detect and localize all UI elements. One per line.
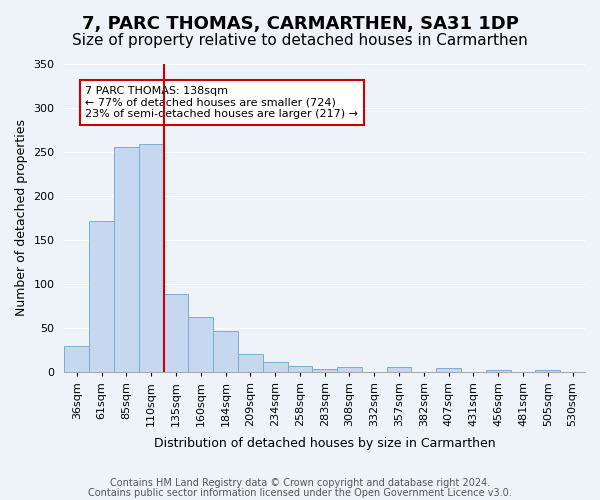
Bar xyxy=(139,144,164,372)
Bar xyxy=(535,370,560,372)
Text: Contains public sector information licensed under the Open Government Licence v3: Contains public sector information licen… xyxy=(88,488,512,498)
Bar xyxy=(263,362,287,372)
Bar xyxy=(213,332,238,372)
Bar xyxy=(64,346,89,372)
Bar xyxy=(238,354,263,372)
Text: 7, PARC THOMAS, CARMARTHEN, SA31 1DP: 7, PARC THOMAS, CARMARTHEN, SA31 1DP xyxy=(82,15,518,33)
Bar xyxy=(313,369,337,372)
Bar xyxy=(114,146,139,372)
Bar xyxy=(337,368,362,372)
Bar xyxy=(287,366,313,372)
Bar xyxy=(486,370,511,372)
Text: Size of property relative to detached houses in Carmarthen: Size of property relative to detached ho… xyxy=(72,32,528,48)
Bar xyxy=(436,368,461,372)
Bar xyxy=(188,318,213,372)
Bar xyxy=(89,220,114,372)
Bar xyxy=(386,368,412,372)
Bar xyxy=(164,294,188,372)
Text: Contains HM Land Registry data © Crown copyright and database right 2024.: Contains HM Land Registry data © Crown c… xyxy=(110,478,490,488)
X-axis label: Distribution of detached houses by size in Carmarthen: Distribution of detached houses by size … xyxy=(154,437,496,450)
Text: 7 PARC THOMAS: 138sqm
← 77% of detached houses are smaller (724)
23% of semi-det: 7 PARC THOMAS: 138sqm ← 77% of detached … xyxy=(85,86,358,119)
Y-axis label: Number of detached properties: Number of detached properties xyxy=(15,120,28,316)
